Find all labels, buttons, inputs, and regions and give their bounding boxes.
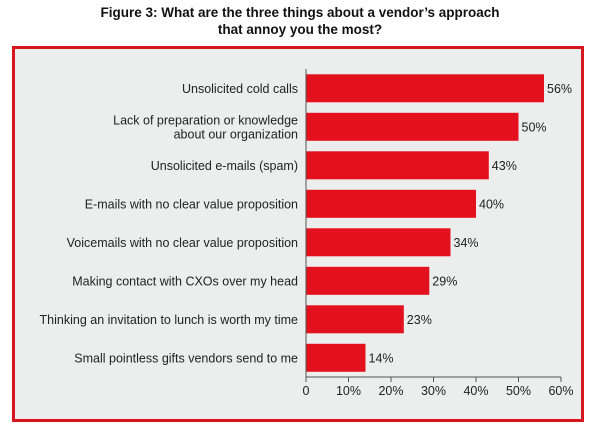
bar-6 <box>306 266 430 295</box>
x-tick-label-3: 20% <box>378 384 403 398</box>
x-tick-label-5: 40% <box>463 384 488 398</box>
x-tick-label-2: 10% <box>336 384 361 398</box>
category-label-1: Unsolicited cold calls <box>182 82 298 96</box>
category-label-4: E-mails with no clear value proposition <box>85 197 298 211</box>
chart-title-line-1: Figure 3: What are the three things abou… <box>100 5 500 20</box>
category-label-line: E-mails with no clear value proposition <box>85 197 298 211</box>
chart-title-line-2: that annoy you the most? <box>217 22 383 37</box>
chart-title: Figure 3: What are the three things abou… <box>0 4 600 38</box>
category-label-line: Small pointless gifts vendors send to me <box>74 351 298 365</box>
value-label-7: 23% <box>407 313 432 327</box>
bar-2 <box>306 112 519 141</box>
category-label-5: Voicemails with no clear value propositi… <box>67 236 298 250</box>
category-label-line: Unsolicited cold calls <box>182 82 298 96</box>
value-label-5: 34% <box>454 236 479 250</box>
category-label-line: Voicemails with no clear value propositi… <box>67 236 298 250</box>
category-label-line: Lack of preparation or knowledge <box>113 113 298 127</box>
category-label-7: Thinking an invitation to lunch is worth… <box>40 313 298 327</box>
category-label-2: Lack of preparation or knowledge about ou… <box>113 113 298 141</box>
value-label-2: 50% <box>522 120 547 134</box>
x-tick-label-4: 30% <box>421 384 446 398</box>
value-label-1: 56% <box>547 82 572 96</box>
bar-8 <box>306 343 366 372</box>
bar-3 <box>306 151 489 180</box>
bar-4 <box>306 189 476 218</box>
category-label-3: Unsolicited e-mails (spam) <box>151 159 298 173</box>
value-label-8: 14% <box>369 351 394 365</box>
x-tick-label-1: 0 <box>303 384 310 398</box>
x-tick-label-7: 60% <box>548 384 573 398</box>
x-tick-label-6: 50% <box>506 384 531 398</box>
category-label-line: about our organization <box>174 127 298 141</box>
bar-1 <box>306 74 544 103</box>
category-label-8: Small pointless gifts vendors send to me <box>74 351 298 365</box>
chart-frame <box>12 46 584 422</box>
bar-7 <box>306 305 404 334</box>
category-label-6: Making contact with CXOs over my head <box>72 274 298 288</box>
value-label-3: 43% <box>492 159 517 173</box>
bar-5 <box>306 228 451 257</box>
category-label-line: Thinking an invitation to lunch is worth… <box>40 313 298 327</box>
category-label-line: Making contact with CXOs over my head <box>72 274 298 288</box>
value-label-4: 40% <box>479 197 504 211</box>
category-label-line: Unsolicited e-mails (spam) <box>151 159 298 173</box>
value-label-6: 29% <box>432 274 457 288</box>
